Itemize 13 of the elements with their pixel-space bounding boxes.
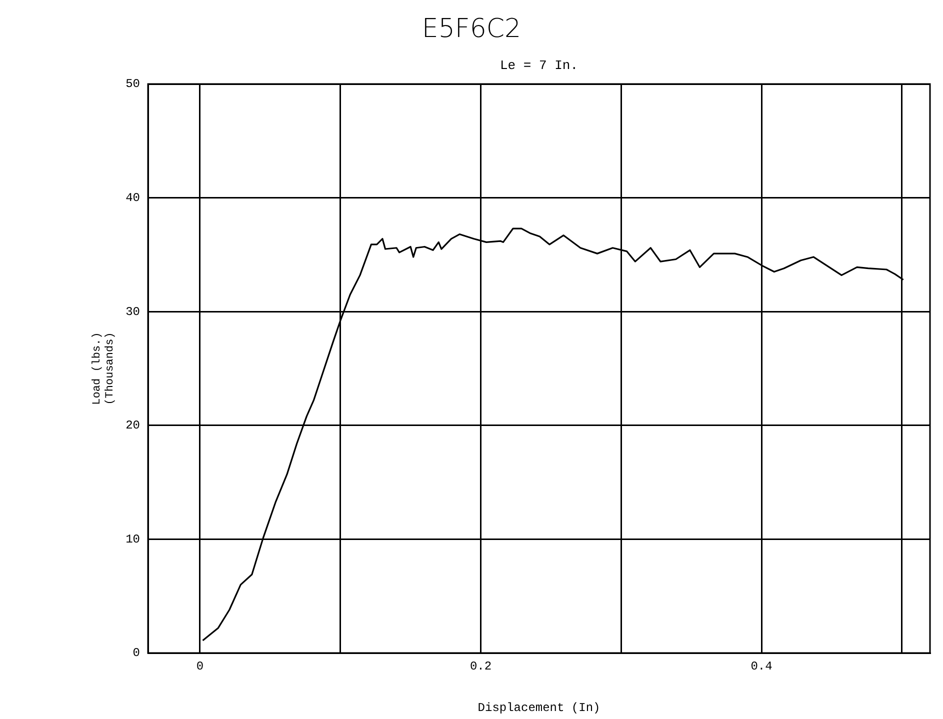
- x-tick-label: 0.2: [470, 659, 492, 674]
- y-tick-label: 10: [126, 532, 140, 546]
- x-tick-label: 0: [196, 659, 204, 674]
- y-tick-label: 30: [126, 304, 140, 319]
- y-tick-label: 40: [126, 190, 140, 205]
- y-axis-title: Load (lbs.) (Thousands): [92, 332, 117, 405]
- y-tick-label: 0: [132, 646, 140, 660]
- chart-subtitle: Le = 7 In.: [498, 58, 579, 73]
- chart-title: E5F6C2: [420, 14, 522, 44]
- x-tick-label: 0.4: [750, 659, 772, 674]
- y-tick-label: 20: [126, 418, 140, 433]
- y-tick-label: 50: [126, 77, 140, 92]
- x-axis-title: Displacement (In): [478, 700, 600, 715]
